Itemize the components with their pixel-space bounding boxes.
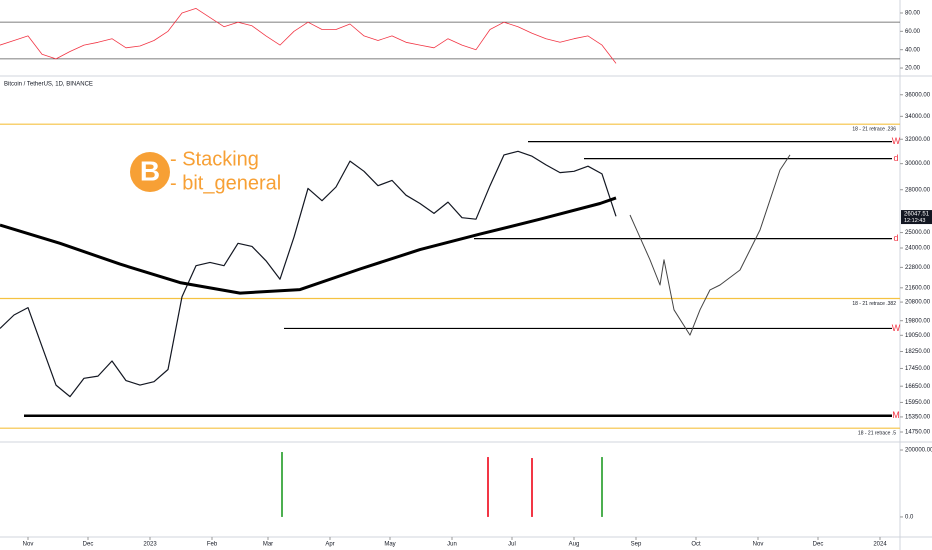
y-tick-label: 18250.00 (905, 349, 931, 355)
support-label: M (892, 410, 900, 420)
y-tick-label: 20800.00 (905, 300, 931, 306)
chart-title: Bitcoin / TetherUS, 1D, BINANCE (4, 82, 93, 88)
y-tick-label: 25000.00 (905, 230, 931, 236)
y-tick-label: 36000.00 (905, 92, 931, 98)
price-badge (901, 210, 932, 225)
x-tick-label: Aug (569, 542, 580, 548)
x-tick-label: Feb (207, 542, 218, 548)
series-line (629, 154, 791, 336)
x-tick-label: Oct (691, 542, 701, 548)
y-tick-label: 21600.00 (905, 285, 931, 291)
x-tick-label: Mar (263, 542, 273, 548)
x-tick-label: Sep (631, 542, 642, 548)
y-tick-label: 200000.00 (905, 448, 932, 454)
y-tick-label: 24000.00 (905, 246, 931, 252)
support-label: d (893, 233, 898, 243)
y-tick-label: 34000.00 (905, 114, 931, 120)
x-tick-label: 2023 (143, 542, 157, 548)
y-tick-label: 22800.00 (905, 265, 931, 271)
level-label: 18 - 21 retrace .236 (852, 127, 896, 133)
watermark-text: - bit_general (170, 172, 281, 194)
support-label: d (893, 153, 898, 163)
y-tick-label: 28000.00 (905, 187, 931, 193)
y-tick-label: 16650.00 (905, 384, 931, 390)
support-label: W (892, 136, 901, 146)
y-tick-label: 30000.00 (905, 161, 931, 167)
y-tick-label: 14750.00 (905, 430, 931, 436)
y-tick-label: 32000.00 (905, 137, 931, 143)
y-tick-label: 15950.00 (905, 400, 931, 406)
x-tick-label: 2024 (873, 542, 887, 548)
x-tick-label: Jun (447, 542, 457, 548)
y-tick-label: 80.00 (905, 11, 921, 17)
x-tick-label: Dec (83, 542, 94, 548)
bitcoin-logo (130, 152, 170, 192)
y-tick-label: 0.0 (905, 515, 914, 521)
level-label: 18 - 21 retrace .382 (852, 301, 896, 307)
x-tick-label: May (384, 542, 395, 548)
bar (601, 457, 603, 517)
x-tick-label: Nov (23, 542, 34, 548)
bar (531, 458, 533, 517)
y-tick-label: 19800.00 (905, 318, 931, 324)
y-tick-label: 19050.00 (905, 333, 931, 339)
bar (487, 457, 489, 517)
x-tick-label: Dec (813, 542, 824, 548)
support-label: W (892, 323, 901, 333)
y-tick-label: 40.00 (905, 47, 921, 53)
y-tick-label: 60.00 (905, 29, 921, 35)
y-tick-label: 15350.00 (905, 415, 931, 421)
bar (281, 452, 283, 517)
watermark-text: - Stacking (170, 148, 259, 170)
price-badge-countdown: 12:12:43 (904, 218, 925, 224)
series-line (0, 150, 617, 398)
series-line (0, 8, 617, 64)
level-label: 18 - 21 retrace .5 (858, 431, 896, 437)
x-tick-label: Nov (753, 542, 764, 548)
watermark: B - Stacking - bit_general (130, 148, 281, 194)
price-badge-value: 26047.51 (904, 212, 930, 218)
bitcoin-symbol: B (140, 155, 160, 186)
x-tick-label: Apr (325, 542, 334, 548)
y-tick-label: 20.00 (905, 66, 921, 72)
x-tick-label: Jul (508, 542, 516, 548)
series-line (0, 196, 617, 295)
y-tick-label: 17450.00 (905, 366, 931, 372)
